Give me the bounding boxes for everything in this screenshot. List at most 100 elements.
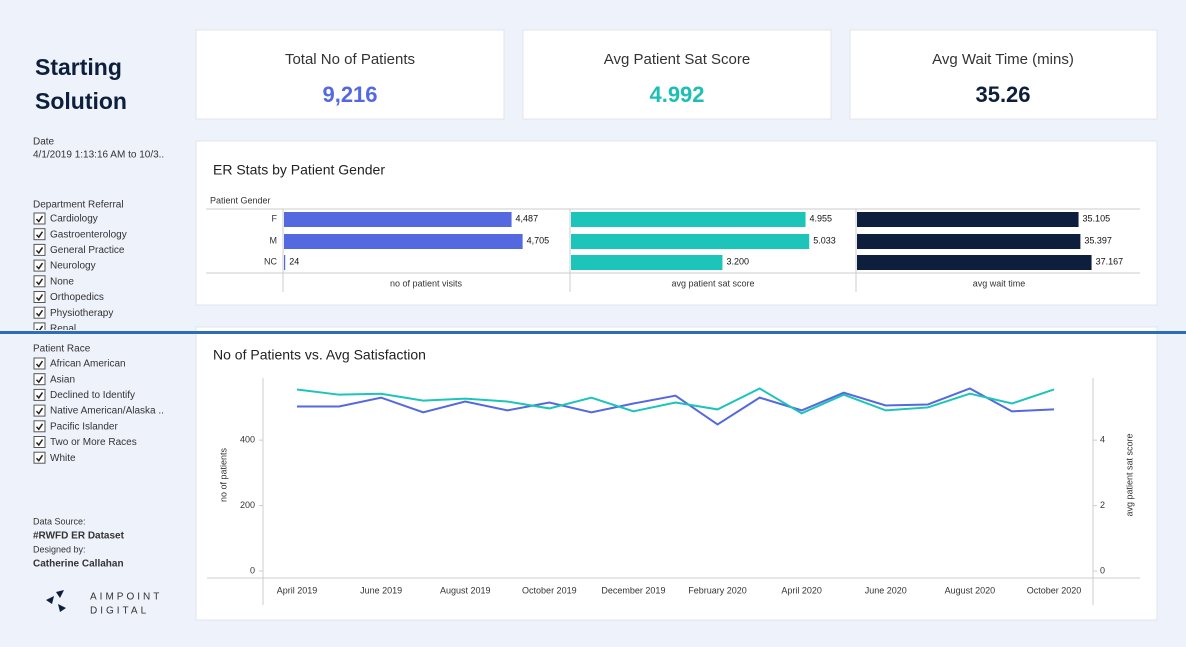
logo-text: AIMPOINT: [90, 592, 162, 603]
kpi-label: Avg Patient Sat Score: [604, 51, 750, 68]
checkbox-label: African American: [50, 359, 126, 370]
y-tick-label: 0: [250, 565, 255, 575]
axis-title: avg wait time: [973, 278, 1026, 288]
checkbox-label: Pacific Islander: [50, 421, 118, 432]
checkmark: [35, 231, 44, 239]
checkmark: [35, 246, 44, 255]
checkmark: [35, 278, 44, 286]
y-axis-title: no of patients: [218, 447, 228, 502]
divider: [0, 331, 1186, 334]
bar: [284, 234, 523, 249]
checkbox-label: Physiotherapy: [50, 308, 113, 319]
filter-label: Date: [33, 137, 55, 148]
line: [297, 387, 1055, 426]
category-label: M: [270, 235, 278, 245]
bar: [284, 212, 512, 227]
checkbox-label: Neurology: [50, 261, 96, 272]
title: Solution: [35, 88, 127, 114]
axis-title: no of patient visits: [390, 278, 463, 288]
checkbox: [33, 259, 46, 272]
y-tick-label: 200: [240, 500, 255, 510]
checkmark: [35, 294, 44, 302]
value-label: 5.033: [813, 235, 836, 245]
kpi-label: Total No of Patients: [285, 51, 415, 68]
checkmark: [35, 262, 44, 270]
checkbox: [33, 451, 46, 464]
checkbox: [33, 388, 46, 401]
x-tick-label: April 2020: [781, 585, 822, 595]
category-label: F: [272, 213, 278, 223]
designer-label: Designed by:: [33, 544, 86, 554]
filter-value: 4/1/2019 1:13:16 AM to 10/3..: [33, 150, 164, 161]
race-list: African American Asian Declined to Identif…: [33, 357, 164, 464]
x-tick-label: October 2020: [1027, 585, 1082, 595]
kpi-value: 35.26: [975, 82, 1030, 107]
line: [296, 387, 1055, 415]
checkbox-label: Declined to Identify: [50, 390, 135, 401]
x-tick-label: August 2020: [945, 585, 996, 595]
checkbox-label: Gastroenterology: [50, 229, 127, 240]
x-tick-label: April 2019: [277, 585, 318, 595]
row-header: Patient Gender: [210, 195, 271, 205]
checkbox-label: None: [50, 276, 74, 287]
kpi-card: [195, 29, 505, 120]
checkmark: [35, 454, 44, 462]
x-tick-label: June 2020: [865, 585, 907, 595]
checkbox: [33, 212, 46, 225]
y2-tick-label: 2: [1100, 500, 1105, 510]
title: Starting: [35, 54, 122, 80]
checkbox-label: Native American/Alaska ..: [50, 406, 164, 417]
checkmark: [35, 376, 44, 384]
kpi-card: [522, 29, 832, 120]
category-label: NC: [264, 256, 277, 266]
x-tick-label: October 2019: [522, 585, 577, 595]
bar: [571, 212, 806, 227]
checkbox: [33, 357, 46, 370]
department-list: Cardiology Gastroenterology General Practi…: [33, 212, 127, 330]
y2-tick-label: 0: [1100, 565, 1105, 575]
axis-title: avg patient sat score: [671, 278, 754, 288]
bar: [857, 255, 1092, 270]
x-tick-label: August 2019: [440, 585, 491, 595]
checkbox: [33, 275, 46, 288]
chart-title: No of Patients vs. Avg Satisfaction: [213, 347, 426, 363]
checkbox: [33, 291, 46, 303]
checkbox-label: Orthopedics: [50, 292, 104, 303]
designer: Catherine Callahan: [33, 559, 124, 570]
checkbox: [33, 436, 46, 448]
kpi-value: 4.992: [649, 82, 704, 107]
checkbox-label: Cardiology: [50, 214, 98, 225]
checkbox: [33, 228, 46, 241]
x-tick-label: December 2019: [601, 585, 665, 595]
value-label: 3.200: [726, 256, 749, 266]
checkbox-label: Asian: [50, 374, 75, 385]
filter-label: Department Referral: [33, 200, 124, 211]
bar: [284, 255, 286, 270]
kpi-label: Avg Wait Time (mins): [932, 51, 1074, 68]
value-label: 4,487: [516, 213, 539, 223]
filter-label: Patient Race: [33, 344, 91, 355]
logo-text: DIGITAL: [90, 606, 149, 617]
checkbox: [33, 243, 46, 256]
bar: [857, 234, 1081, 249]
kpi-value: 9,216: [322, 82, 377, 107]
panel: [195, 326, 1158, 621]
y2-tick-label: 4: [1100, 435, 1105, 445]
value-label: 37.167: [1096, 256, 1124, 266]
checkbox: [33, 420, 46, 433]
checkmark: [35, 407, 44, 415]
bar: [571, 234, 810, 249]
checkbox-label: Two or More Races: [50, 437, 137, 448]
checkbox-label: General Practice: [50, 245, 125, 256]
source: #RWFD ER Dataset: [33, 531, 125, 542]
checkmark: [35, 325, 44, 330]
checkmark: [35, 309, 44, 317]
logo-icon: [46, 590, 66, 612]
checkmark: [35, 439, 44, 447]
checkbox-label: White: [50, 453, 76, 464]
chart-title: ER Stats by Patient Gender: [213, 162, 385, 178]
value-label: 4.955: [810, 213, 833, 223]
bar: [857, 212, 1079, 227]
